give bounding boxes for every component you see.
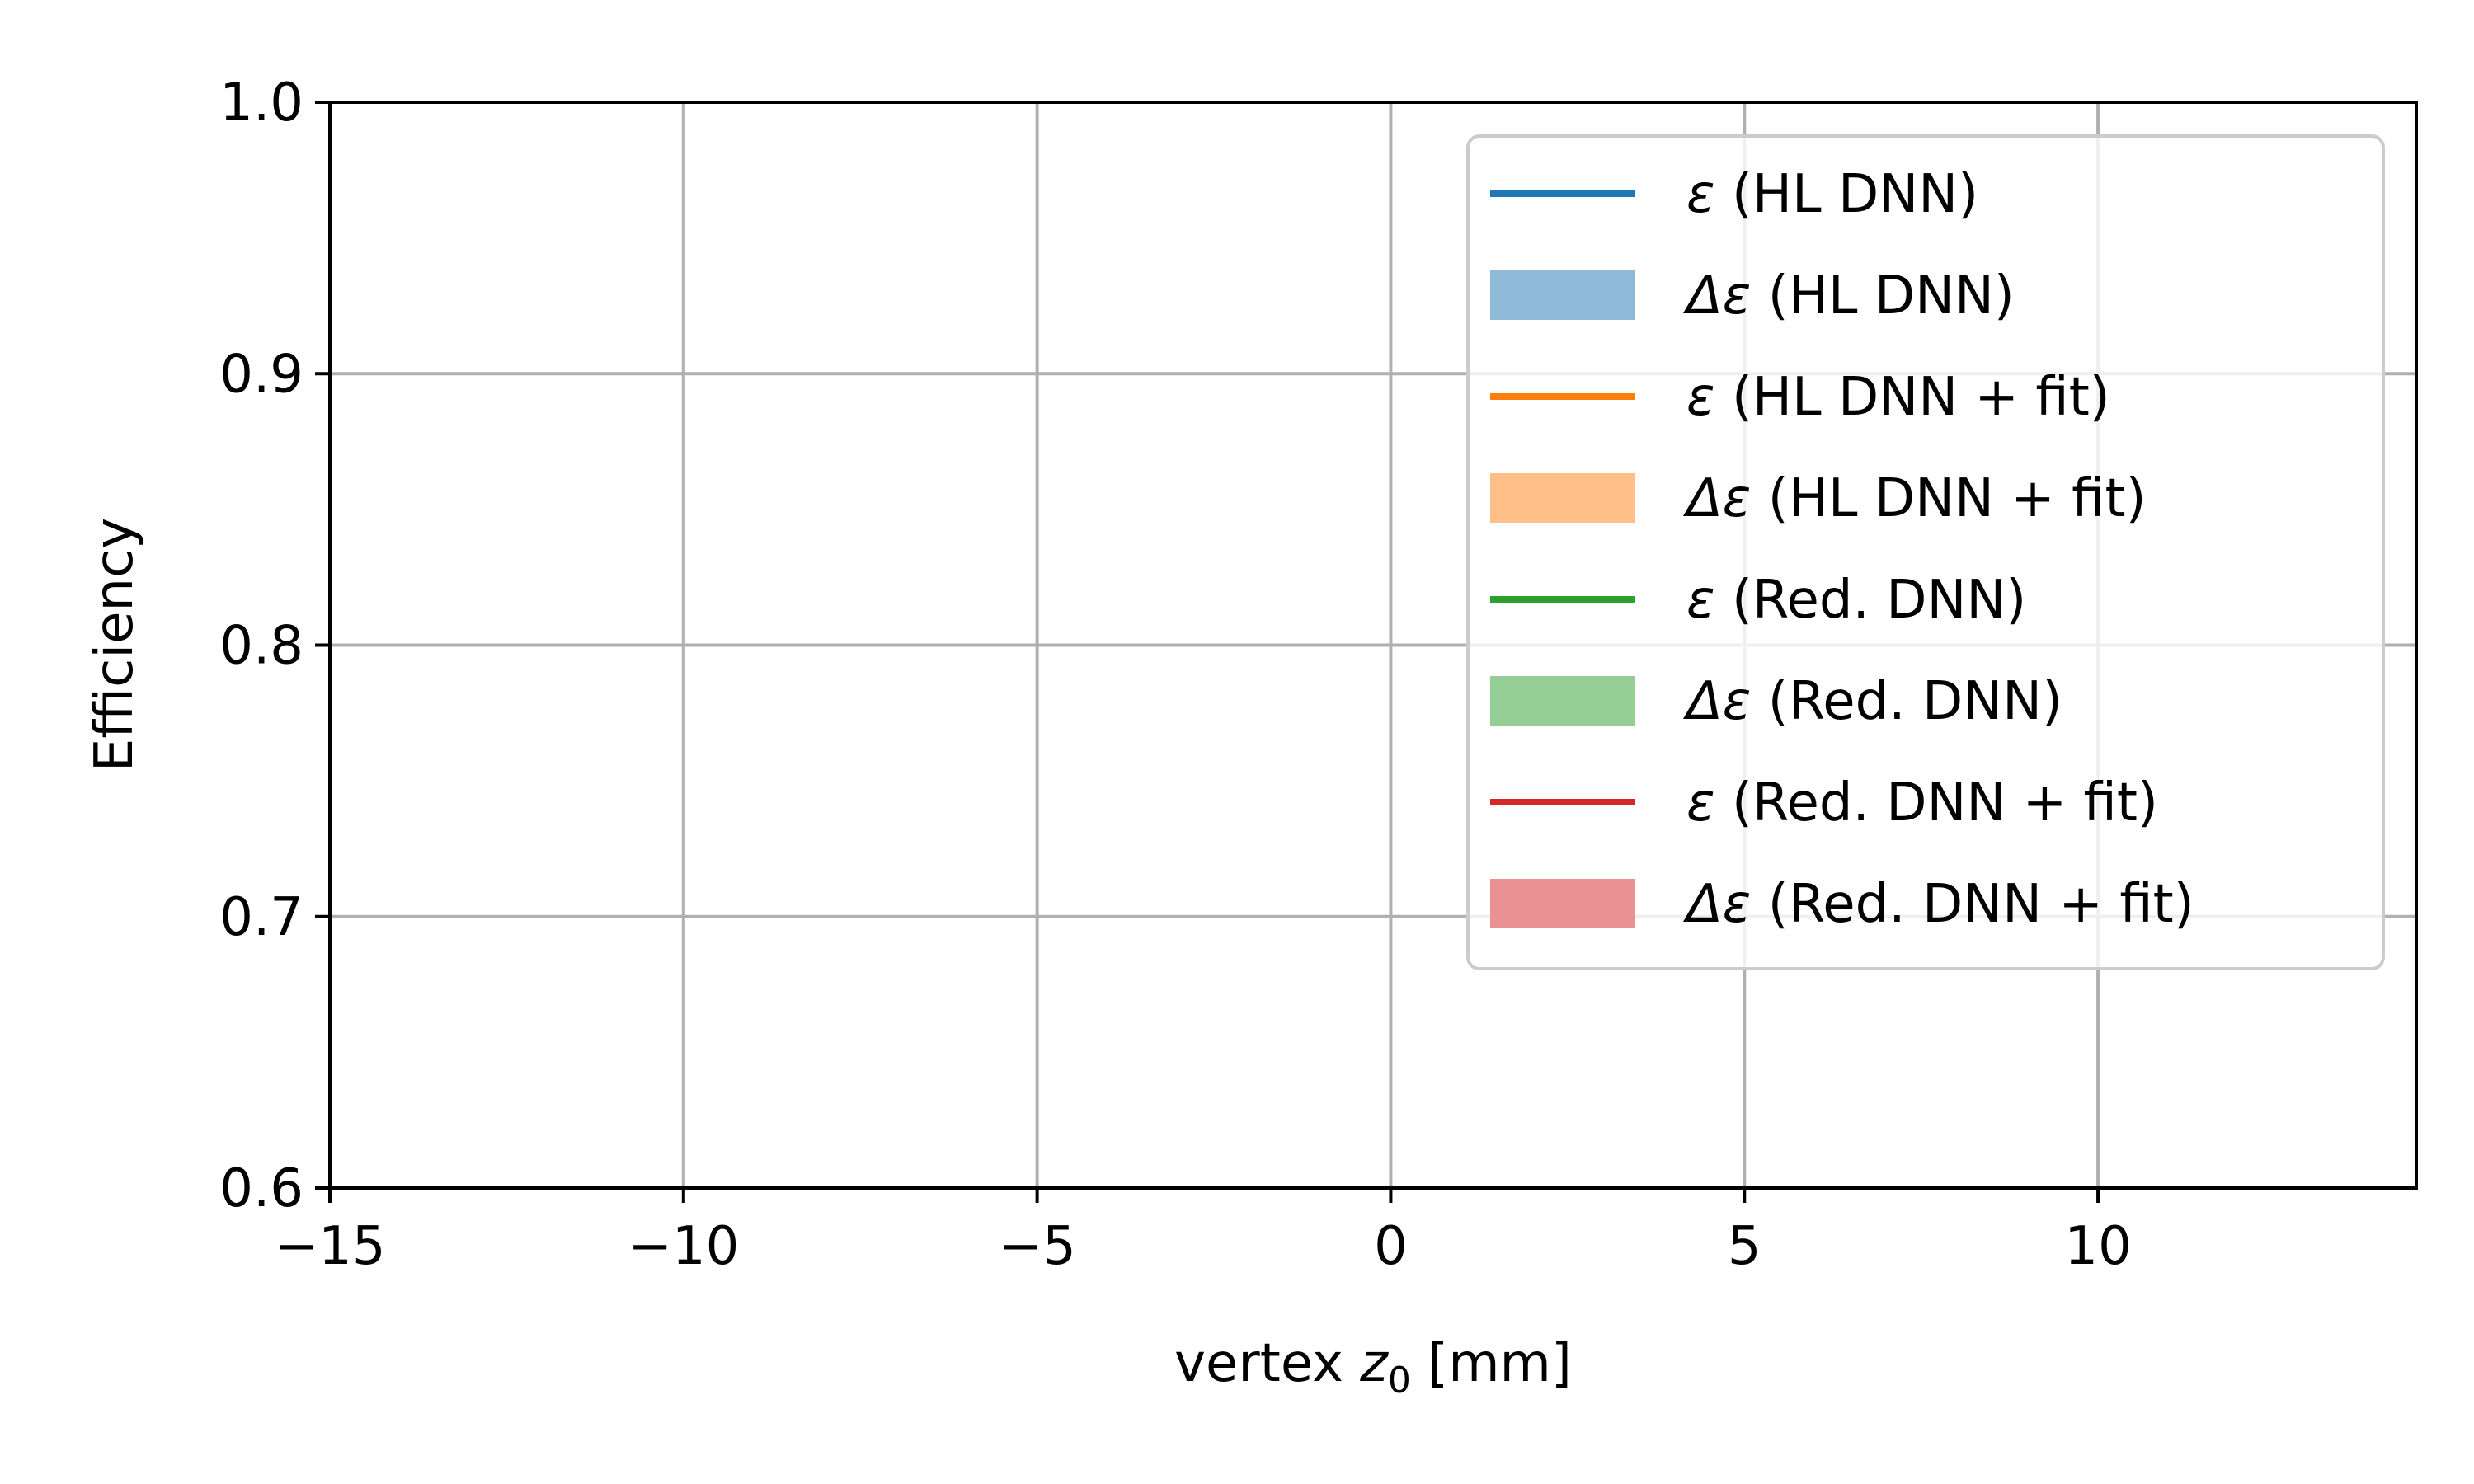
legend-band-swatch (1490, 879, 1635, 928)
legend-band-swatch (1490, 270, 1635, 320)
legend-entry-label: ε (HL DNN + fit) (1686, 367, 2110, 428)
legend-entry-symbol: Δε (1682, 671, 1751, 732)
x-tick-label: −5 (998, 1216, 1075, 1277)
y-tick-label: 0.7 (219, 887, 303, 948)
legend-entry-label: Δε (Red. DNN + fit) (1682, 874, 2194, 935)
legend-entry-label: Δε (HL DNN + fit) (1682, 468, 2147, 529)
x-axis-label-suffix: [mm] (1411, 1333, 1572, 1394)
y-tick-label: 1.0 (219, 73, 303, 134)
x-tick-label: 10 (2064, 1216, 2131, 1277)
legend-entry-text: (HL DNN + fit) (1751, 468, 2146, 529)
legend-band-swatch (1490, 676, 1635, 726)
legend-entry-text: (Red. DNN + fit) (1751, 874, 2194, 935)
legend-entry-symbol: ε (1686, 773, 1715, 834)
x-tick-label: −15 (274, 1216, 385, 1277)
y-tick-label: 0.8 (219, 616, 303, 677)
legend-entry-label: Δε (HL DNN) (1682, 265, 2015, 326)
legend-entry-symbol: Δε (1682, 874, 1751, 935)
legend-entry-symbol: ε (1686, 367, 1715, 428)
legend-entry-text: (HL DNN) (1751, 265, 2014, 326)
legend-entry-symbol: ε (1686, 164, 1715, 225)
legend: ε (HL DNN)Δε (HL DNN)ε (HL DNN + fit)Δε … (1466, 134, 2385, 970)
legend-entry-label: ε (Red. DNN) (1686, 570, 2026, 631)
x-axis-label-prefix: vertex (1174, 1333, 1360, 1394)
legend-entry-label: Δε (Red. DNN) (1682, 671, 2062, 732)
x-tick-label: 5 (1728, 1216, 1761, 1277)
legend-band-swatch (1490, 473, 1635, 523)
legend-entry-symbol: Δε (1682, 265, 1751, 326)
x-tick-label: 0 (1374, 1216, 1408, 1277)
legend-entry-text: (HL DNN) (1715, 164, 1978, 225)
legend-entry-label: ε (HL DNN) (1686, 164, 1978, 225)
x-axis-label-subscript: 0 (1388, 1360, 1411, 1402)
legend-entry-symbol: Δε (1682, 468, 1751, 529)
x-axis-label: vertex z0 [mm] (1174, 1333, 1572, 1402)
y-tick-label: 0.9 (219, 344, 303, 405)
legend-entry-text: (Red. DNN) (1751, 671, 2062, 732)
legend-entry-text: (Red. DNN + fit) (1715, 773, 2158, 834)
axis-ticks: −15 −10 −5 0 5 10 0.6 0.7 0.8 0.9 1.0 (219, 73, 2132, 1277)
x-axis-label-variable: z (1359, 1333, 1389, 1394)
y-axis-label: Efficiency (84, 518, 145, 772)
legend-entry-symbol: ε (1686, 570, 1715, 631)
y-tick-label: 0.6 (219, 1158, 303, 1219)
legend-entry-text: (Red. DNN) (1715, 570, 2027, 631)
legend-entry-label: ε (Red. DNN + fit) (1686, 773, 2158, 834)
x-tick-label: −10 (628, 1216, 739, 1277)
legend-entry-text: (HL DNN + fit) (1715, 367, 2110, 428)
legend-frame (1466, 134, 2385, 970)
